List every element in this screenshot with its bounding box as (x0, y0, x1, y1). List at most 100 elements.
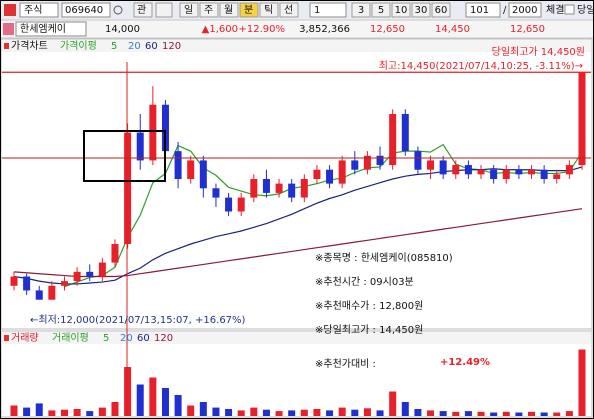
volume-bar (124, 367, 132, 416)
candle-body (300, 179, 308, 198)
legend-vma: 120 (154, 333, 173, 344)
low: 12,650 (510, 24, 545, 35)
period: 일 (184, 4, 193, 16)
legend-ma: 60 (145, 41, 158, 52)
trade[interactable]: 체결 (546, 4, 564, 16)
volume-bar (376, 410, 384, 416)
minute: 60 (435, 5, 448, 16)
info-line: ※당일최고가 : 14,450원 (315, 324, 423, 336)
candle-body (452, 165, 460, 175)
volume-bar (389, 391, 397, 416)
volume-bar (363, 408, 371, 416)
minute: 5 (378, 5, 384, 16)
code-input[interactable] (61, 2, 111, 18)
icon (4, 4, 16, 16)
volume-bar (578, 349, 586, 416)
candle-body (578, 72, 586, 166)
volume-bar (212, 407, 220, 416)
candle-body (326, 169, 334, 184)
candle-body (73, 271, 81, 282)
volume-bar (540, 412, 548, 416)
minute: 30 (415, 5, 428, 16)
candle-body (124, 132, 132, 244)
minute-btn[interactable] (431, 2, 451, 18)
volume-bar (262, 409, 270, 416)
legend-vma: 5 (103, 333, 109, 344)
candle-body (338, 160, 346, 184)
interval-select[interactable] (309, 2, 347, 18)
spin-btn[interactable] (155, 2, 173, 18)
change: ▲1,600 (202, 24, 238, 35)
high: 14,450 (435, 24, 470, 35)
candle-body (136, 132, 144, 161)
info-line: ※추천매수가 : 12,800원 (315, 300, 423, 312)
gain: +12.49% (440, 357, 490, 368)
period-btn[interactable] (259, 2, 279, 18)
volume-bar (401, 402, 409, 416)
candle-body (502, 169, 510, 179)
volume-bar (477, 411, 485, 416)
candle-body (174, 151, 182, 179)
candle-body (23, 276, 31, 291)
volume-bar (300, 409, 308, 416)
volume-bar (149, 377, 157, 416)
candle-body (401, 114, 409, 152)
candle-body (98, 262, 106, 277)
candle-body (565, 165, 573, 175)
volume-bar (528, 411, 536, 416)
watch-btn[interactable] (133, 2, 153, 18)
candle-body (199, 160, 207, 189)
legend-vma: 20 (120, 333, 133, 344)
volume-bar (464, 411, 472, 416)
volume-bar (427, 410, 435, 416)
volume-bar (452, 411, 460, 416)
period-btn[interactable] (179, 2, 199, 18)
total-input[interactable] (508, 2, 542, 18)
candle-body (237, 197, 245, 212)
count-input[interactable] (465, 2, 501, 18)
open: 12,650 (370, 24, 405, 35)
volume-bar (10, 405, 18, 416)
legend-price-ma: 가격이평 (60, 39, 97, 52)
period-btn[interactable] (239, 2, 259, 18)
minute-btn[interactable] (411, 2, 431, 18)
watch: 관 (137, 4, 146, 16)
search-icon[interactable] (113, 5, 123, 15)
highlight-box (83, 130, 166, 182)
volume-bar (73, 409, 81, 416)
checkbox[interactable] (564, 4, 575, 15)
candle-body (262, 179, 270, 193)
period: 분 (244, 4, 253, 16)
legend-volume: 거래량 (11, 332, 39, 344)
candle-body (490, 169, 498, 179)
info-line: ※종목명 : 한세엠케이(085810) (315, 252, 453, 264)
volume-bar (326, 410, 334, 416)
volume-bar (161, 388, 169, 416)
legend-icon (4, 335, 9, 341)
candle-body (376, 155, 384, 166)
count: 101 (470, 5, 489, 16)
legend-strip (2, 40, 591, 52)
volume-bar (23, 407, 31, 416)
volume-bar (187, 405, 195, 416)
volume-bar (174, 395, 182, 416)
total: 2000 (512, 5, 537, 16)
minute-btn[interactable] (371, 2, 391, 18)
legend-vma: 60 (137, 333, 150, 344)
period-btn[interactable] (199, 2, 219, 18)
volume: 3,852,366 (299, 24, 350, 35)
minute-btn[interactable] (351, 2, 371, 18)
today[interactable]: 당일 (577, 4, 594, 16)
icon (3, 23, 14, 35)
period-btn[interactable] (219, 2, 239, 18)
period-btn[interactable] (279, 2, 299, 18)
candle-body (48, 285, 56, 300)
volume-bar (86, 411, 94, 416)
market-select[interactable] (19, 2, 59, 18)
legend-icon (4, 43, 9, 49)
legend-strip (2, 332, 591, 344)
minute-btn[interactable] (391, 2, 411, 18)
volume-bar (60, 409, 68, 416)
